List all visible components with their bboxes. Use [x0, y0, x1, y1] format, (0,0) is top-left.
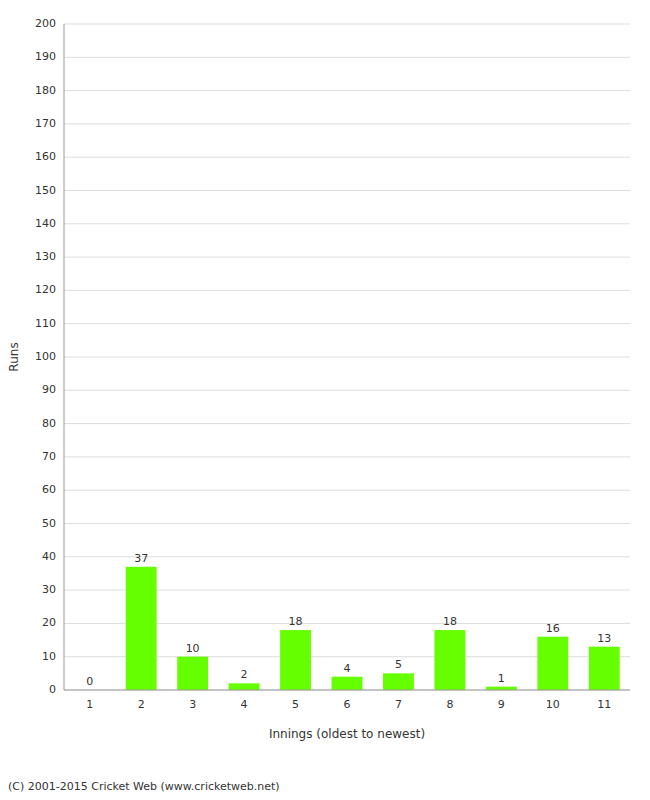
grid-line	[64, 556, 630, 557]
y-tick-label: 190	[35, 50, 56, 63]
grid-line	[64, 456, 630, 457]
x-tick-label: 1	[86, 698, 93, 711]
y-tick-label: 150	[35, 184, 56, 197]
chart-container: 0102030405060708090100110120130140150160…	[0, 0, 650, 800]
x-tick-label: 5	[292, 698, 299, 711]
data-label: 5	[395, 658, 402, 671]
bar	[383, 673, 414, 690]
data-label: 18	[443, 615, 457, 628]
y-tick-label: 50	[42, 517, 56, 530]
y-grid	[64, 24, 630, 690]
data-label: 37	[134, 552, 148, 565]
chart-svg: 0102030405060708090100110120130140150160…	[0, 0, 650, 800]
x-tick-label: 10	[546, 698, 560, 711]
x-tick-label: 3	[189, 698, 196, 711]
grid-line	[64, 257, 630, 258]
x-axis-label: Innings (oldest to newest)	[269, 727, 425, 741]
bar	[229, 683, 260, 690]
x-axis: 1 2 3 4 5 6 7 8 9 10 11	[86, 698, 611, 711]
y-tick-label: 80	[42, 417, 56, 430]
grid-line	[64, 390, 630, 391]
bar	[332, 677, 363, 690]
y-tick-label: 30	[42, 583, 56, 596]
y-axis-line	[64, 24, 65, 690]
y-tick-label: 60	[42, 483, 56, 496]
bar	[537, 637, 568, 690]
y-axis: 0 10 20 30 40 50 60 70 80 90 100 110 120 130 140 150 160…	[35, 17, 56, 696]
x-tick-label: 11	[597, 698, 611, 711]
y-tick-label: 160	[35, 150, 56, 163]
y-tick-label: 90	[42, 383, 56, 396]
data-label: 0	[86, 675, 93, 688]
grid-line	[64, 523, 630, 524]
bar	[434, 630, 465, 690]
y-tick-label: 180	[35, 84, 56, 97]
data-label: 4	[344, 662, 351, 675]
y-axis-label: Runs	[7, 342, 21, 371]
grid-line	[64, 423, 630, 424]
y-tick-label: 200	[35, 17, 56, 30]
y-tick-label: 10	[42, 650, 56, 663]
data-label: 16	[546, 622, 560, 635]
x-axis-line	[64, 690, 630, 691]
grid-line	[64, 90, 630, 91]
y-tick-label: 40	[42, 550, 56, 563]
x-tick-label: 9	[498, 698, 505, 711]
y-tick-label: 120	[35, 283, 56, 296]
data-labels: 0 37 10 2 18 4 5 18 1 16 13	[86, 552, 611, 688]
y-tick-label: 140	[35, 217, 56, 230]
y-tick-label: 0	[49, 683, 56, 696]
y-tick-label: 110	[35, 317, 56, 330]
x-tick-label: 6	[344, 698, 351, 711]
data-label: 13	[597, 632, 611, 645]
x-tick-label: 2	[138, 698, 145, 711]
grid-line	[64, 157, 630, 158]
footer-note: (C) 2001-2015 Cricket Web (www.cricketwe…	[8, 780, 280, 793]
data-label: 18	[289, 615, 303, 628]
y-tick-label: 20	[42, 616, 56, 629]
grid-line	[64, 190, 630, 191]
x-tick-label: 8	[446, 698, 453, 711]
y-tick-label: 100	[35, 350, 56, 363]
grid-line	[64, 223, 630, 224]
grid-line	[64, 57, 630, 58]
y-tick-label: 70	[42, 450, 56, 463]
grid-line	[64, 357, 630, 358]
bars	[126, 567, 620, 690]
bar	[177, 657, 208, 690]
grid-line	[64, 690, 630, 691]
grid-line	[64, 490, 630, 491]
bar	[280, 630, 311, 690]
data-label: 10	[186, 642, 200, 655]
grid-line	[64, 290, 630, 291]
grid-line	[64, 24, 630, 25]
grid-line	[64, 323, 630, 324]
y-tick-label: 170	[35, 117, 56, 130]
data-label: 1	[498, 672, 505, 685]
y-tick-label: 130	[35, 250, 56, 263]
bar	[126, 567, 157, 690]
x-tick-label: 7	[395, 698, 402, 711]
data-label: 2	[241, 668, 248, 681]
x-tick-label: 4	[241, 698, 248, 711]
grid-line	[64, 123, 630, 124]
bar	[589, 647, 620, 690]
